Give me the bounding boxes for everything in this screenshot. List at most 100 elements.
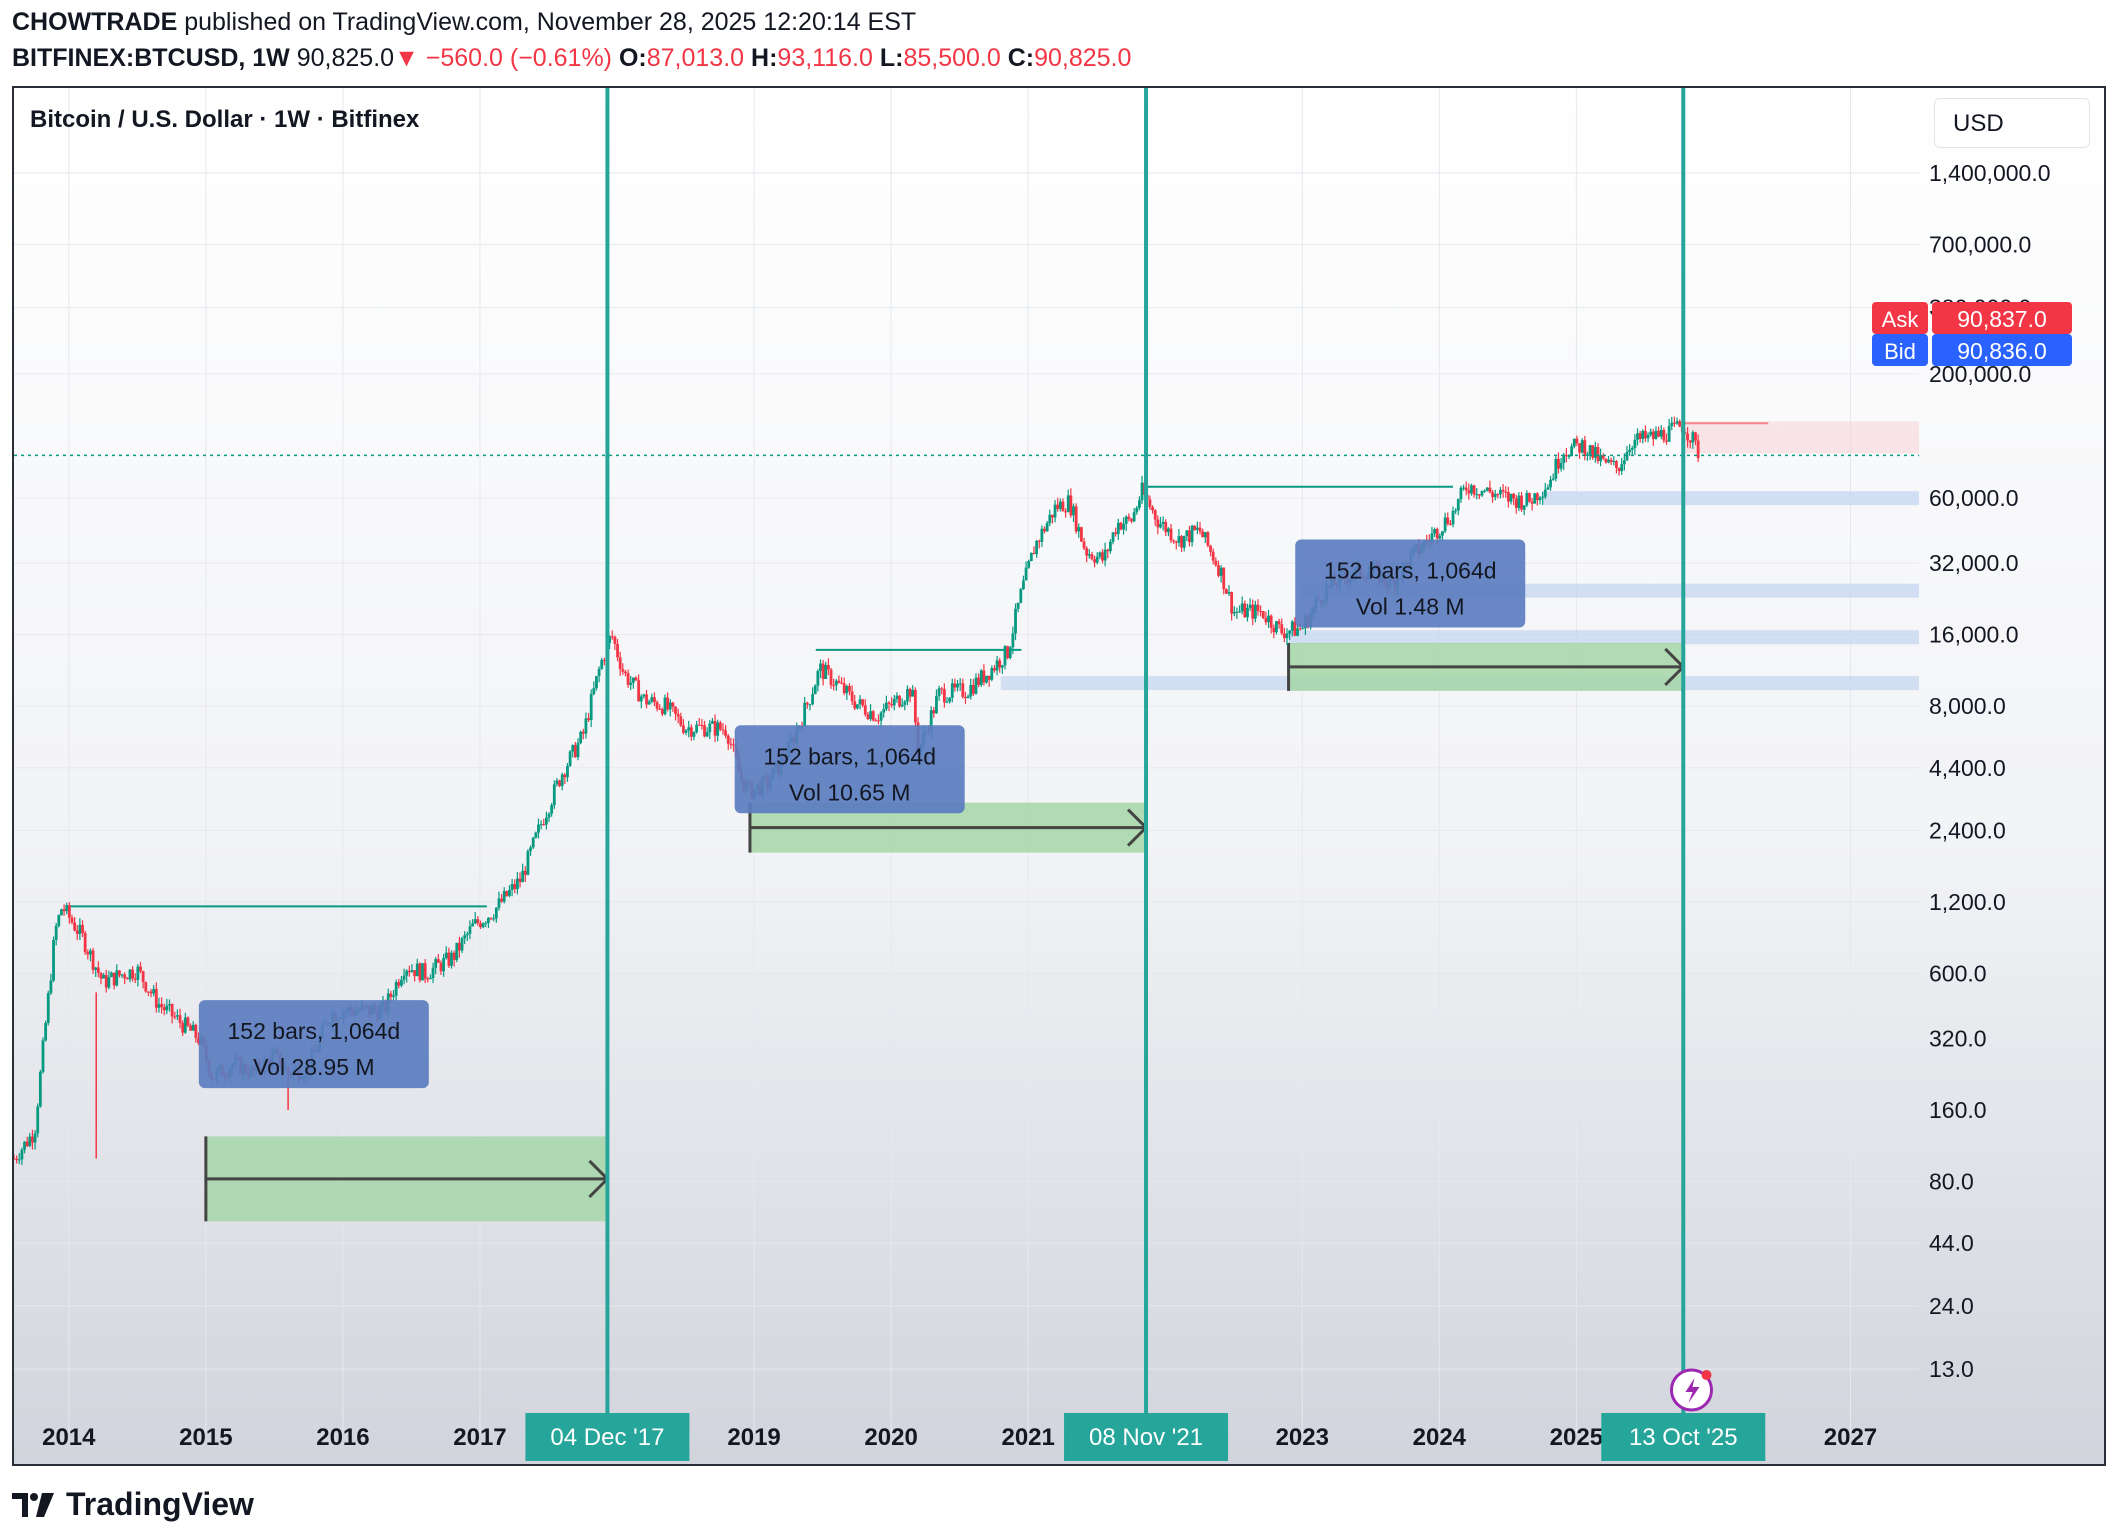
y-tick-label: 60,000.0 bbox=[1929, 485, 2019, 511]
candle-body bbox=[1686, 433, 1689, 441]
candle-body bbox=[1166, 528, 1170, 533]
tradingview-logo[interactable]: TradingView bbox=[12, 1486, 254, 1523]
candle-body bbox=[46, 993, 50, 1024]
candle-body bbox=[869, 711, 872, 720]
candle-body bbox=[1570, 446, 1574, 456]
candle-body bbox=[882, 709, 886, 713]
candle-body bbox=[834, 680, 838, 686]
chart-area[interactable]: 152 bars, 1,064d Vol 28.95 M 152 bars, 1,0… bbox=[12, 86, 2106, 1466]
candle-body bbox=[436, 959, 440, 963]
candle-body bbox=[170, 1003, 174, 1017]
candle-body bbox=[660, 709, 664, 715]
candle-body bbox=[191, 1024, 195, 1031]
candle-body bbox=[460, 938, 464, 951]
candle-body bbox=[1043, 528, 1046, 532]
y-tick-label: 24.0 bbox=[1929, 1293, 1974, 1319]
candle-body bbox=[634, 677, 638, 681]
candle-body bbox=[1056, 504, 1060, 509]
last-price: 90,825.0 bbox=[296, 44, 395, 72]
candle-body bbox=[1625, 451, 1629, 461]
currency-button[interactable]: USD bbox=[1934, 98, 2090, 148]
candle-body bbox=[671, 702, 675, 707]
candle-body bbox=[1206, 532, 1210, 546]
y-tick-label: 44.0 bbox=[1929, 1230, 1974, 1256]
candle-body bbox=[1101, 552, 1104, 561]
candle-body bbox=[658, 708, 662, 710]
candle-body bbox=[1575, 438, 1579, 444]
candle-body bbox=[476, 919, 480, 924]
candle-body bbox=[1280, 624, 1284, 634]
candle-body bbox=[1040, 528, 1044, 542]
candle-body bbox=[1077, 527, 1081, 532]
candle-body bbox=[1106, 549, 1110, 552]
candle-body bbox=[407, 970, 411, 973]
candle-body bbox=[555, 780, 559, 785]
candle-body bbox=[1211, 551, 1215, 561]
candle-body bbox=[157, 1004, 161, 1008]
candle-body bbox=[587, 718, 590, 721]
candle-body bbox=[1564, 454, 1568, 457]
candle-body bbox=[1633, 439, 1637, 449]
candle-body bbox=[473, 919, 477, 924]
candle-body bbox=[128, 969, 132, 980]
candle-body bbox=[1659, 429, 1663, 437]
candle-body bbox=[423, 963, 427, 979]
candle-body bbox=[94, 967, 98, 970]
candle-body bbox=[1172, 540, 1176, 542]
candle-body bbox=[1256, 604, 1260, 611]
candle-body bbox=[62, 909, 66, 912]
candle-body bbox=[1188, 530, 1191, 543]
candle-body bbox=[1090, 554, 1094, 560]
candle-body bbox=[1615, 461, 1618, 468]
candle-body bbox=[684, 730, 688, 733]
candle-body bbox=[966, 696, 970, 699]
candle-body bbox=[703, 725, 706, 737]
candle-body bbox=[689, 727, 693, 737]
candle-body bbox=[458, 942, 461, 951]
candle-body bbox=[444, 952, 448, 959]
candle-body bbox=[1124, 516, 1128, 524]
candle-body bbox=[38, 1071, 42, 1107]
candle-body bbox=[1435, 529, 1439, 539]
candle-body bbox=[616, 643, 619, 658]
price-chart[interactable]: 152 bars, 1,064d Vol 28.95 M 152 bars, 1,0… bbox=[14, 88, 2106, 1466]
candle-body bbox=[971, 685, 975, 694]
candle-body bbox=[1238, 611, 1241, 613]
candle-body bbox=[1037, 540, 1041, 542]
candle-body bbox=[400, 979, 403, 986]
candle-body bbox=[544, 817, 548, 825]
candle-body bbox=[1164, 521, 1168, 533]
candle-body bbox=[1298, 628, 1302, 630]
candle-body bbox=[502, 891, 506, 902]
candle-body bbox=[1620, 464, 1624, 472]
candle-body bbox=[1177, 536, 1181, 543]
candle-body bbox=[1193, 525, 1197, 530]
candle-body bbox=[173, 1016, 177, 1018]
candle-body bbox=[1251, 604, 1255, 619]
candle-body bbox=[1137, 500, 1141, 508]
candle-body bbox=[33, 1133, 37, 1143]
candle-body bbox=[1246, 607, 1249, 618]
author-name[interactable]: CHOWTRADE bbox=[12, 8, 178, 36]
candle-body bbox=[402, 975, 406, 980]
candle-body bbox=[197, 1037, 200, 1043]
candle-body bbox=[584, 718, 588, 734]
candle-body bbox=[60, 909, 63, 916]
candle-body bbox=[479, 923, 482, 928]
candle-body bbox=[410, 970, 414, 973]
candle-body bbox=[695, 724, 699, 733]
candle-body bbox=[99, 972, 103, 979]
candle-body bbox=[579, 731, 583, 743]
candle-body bbox=[1477, 494, 1481, 496]
candle-body bbox=[713, 721, 717, 736]
candle-body bbox=[1222, 567, 1226, 590]
x-tick-label: 2020 bbox=[864, 1424, 917, 1451]
candle-body bbox=[110, 972, 113, 978]
candle-body bbox=[592, 688, 596, 695]
candle-body bbox=[1072, 506, 1075, 516]
candle-body bbox=[953, 683, 957, 688]
candle-body bbox=[576, 742, 580, 758]
candle-body bbox=[165, 1005, 169, 1011]
candle-body bbox=[674, 706, 677, 714]
candle-body bbox=[1517, 495, 1521, 508]
